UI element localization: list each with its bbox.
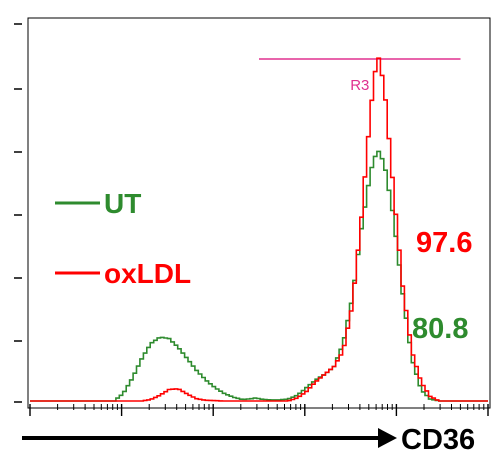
oxldl-percent-label: 97.6 bbox=[416, 227, 472, 259]
series-oxldl-histogram bbox=[30, 57, 488, 402]
ut-percent-label: 80.8 bbox=[412, 313, 468, 345]
legend-oxldl-label: oxLDL bbox=[104, 258, 191, 289]
gate-r3-label: R3 bbox=[350, 77, 369, 94]
x-axis-arrow bbox=[22, 428, 397, 448]
plot-frame bbox=[27, 17, 491, 409]
y-axis-ticks bbox=[14, 23, 22, 403]
legend-ut-label: UT bbox=[104, 188, 141, 219]
x-axis-title: CD36 bbox=[401, 424, 475, 456]
series-ut-histogram bbox=[30, 150, 488, 402]
legend: UT oxLDL bbox=[55, 188, 191, 289]
x-axis-log-ticks bbox=[29, 404, 489, 416]
arrow-head-icon bbox=[378, 428, 397, 448]
